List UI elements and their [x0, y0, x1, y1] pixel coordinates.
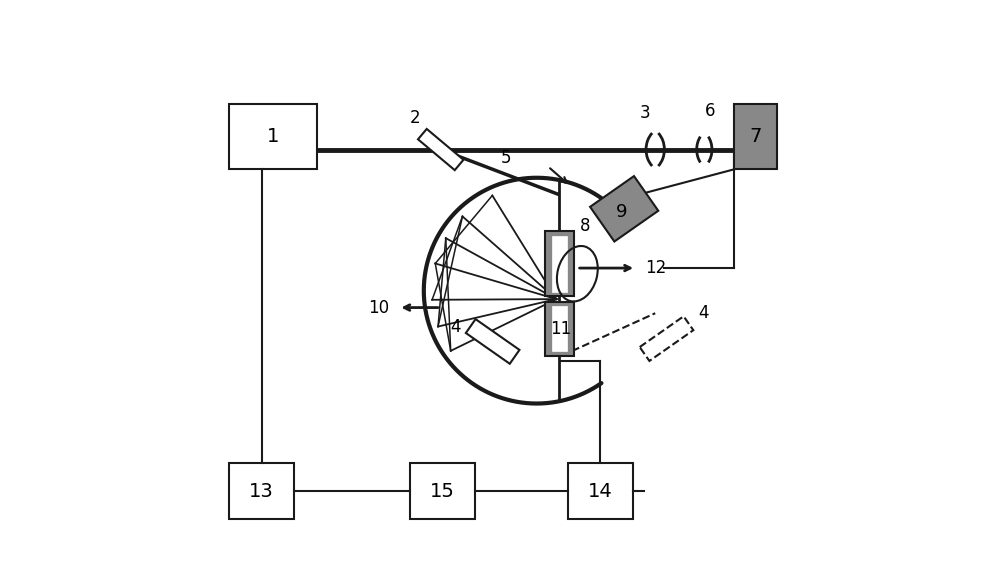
Polygon shape [590, 176, 658, 242]
Bar [568, 463, 633, 519]
Bar [229, 104, 317, 169]
Bar [410, 463, 475, 519]
Text: 15: 15 [430, 482, 455, 500]
Polygon shape [466, 319, 519, 364]
Text: 5: 5 [500, 149, 511, 167]
Polygon shape [418, 129, 463, 170]
Text: 9: 9 [616, 202, 627, 221]
Text: 12: 12 [645, 259, 666, 277]
Text: 2: 2 [410, 109, 421, 128]
Bar [552, 236, 567, 292]
Text: 14: 14 [588, 482, 613, 500]
Text: 6: 6 [705, 102, 715, 120]
Polygon shape [640, 316, 693, 361]
Bar [229, 463, 294, 519]
Bar [552, 307, 567, 351]
Text: 11: 11 [550, 320, 572, 338]
Text: 4: 4 [451, 318, 461, 336]
Text: 1: 1 [267, 127, 279, 146]
Bar [545, 231, 574, 296]
Text: 4: 4 [698, 304, 708, 322]
Bar [545, 302, 574, 356]
Bar [734, 104, 777, 169]
Text: 7: 7 [749, 127, 762, 146]
Text: 13: 13 [249, 482, 274, 500]
Text: 8: 8 [579, 217, 590, 235]
Text: 3: 3 [640, 104, 650, 122]
Text: 10: 10 [368, 299, 389, 316]
